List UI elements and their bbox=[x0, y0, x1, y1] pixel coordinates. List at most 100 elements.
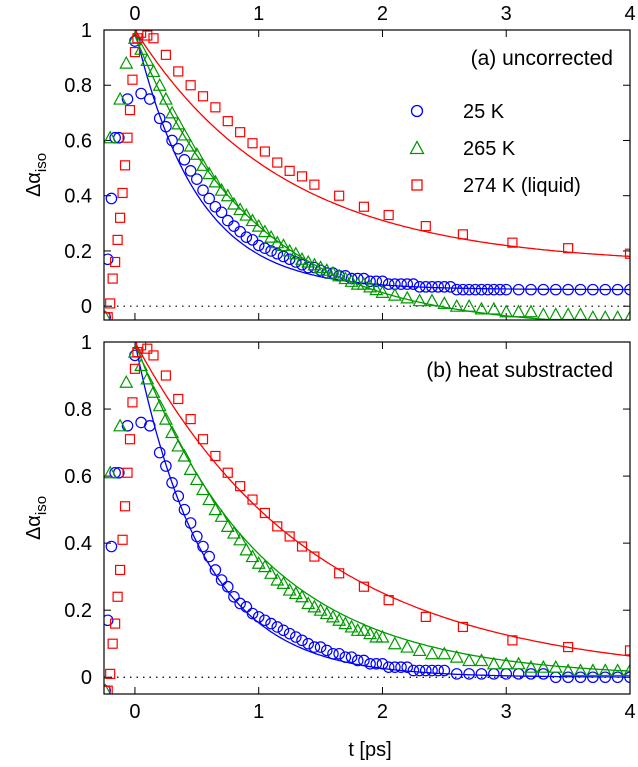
data-point bbox=[272, 521, 283, 532]
y-tick-label: 0 bbox=[81, 296, 92, 318]
data-point bbox=[158, 91, 173, 105]
data-point bbox=[419, 664, 432, 677]
data-point bbox=[449, 649, 464, 663]
data-point bbox=[202, 492, 217, 506]
y-axis-label-sub: iso bbox=[33, 496, 50, 515]
data-point bbox=[301, 596, 316, 610]
data-point bbox=[172, 142, 185, 155]
data-point bbox=[325, 609, 340, 623]
data-point bbox=[494, 283, 506, 296]
data-point bbox=[587, 283, 599, 296]
data-point bbox=[426, 281, 438, 293]
data-point bbox=[226, 196, 241, 210]
data-point bbox=[400, 290, 415, 304]
data-point bbox=[134, 42, 149, 55]
y-axis-label: Δαiso bbox=[23, 496, 50, 540]
x-tick-label-top: 3 bbox=[501, 3, 512, 25]
data-point bbox=[611, 671, 624, 684]
data-point bbox=[222, 116, 233, 127]
data-point bbox=[197, 184, 209, 196]
data-point bbox=[463, 283, 475, 296]
data-point bbox=[475, 283, 488, 296]
data-point bbox=[270, 235, 285, 249]
data-point bbox=[488, 283, 500, 296]
data-point bbox=[334, 190, 345, 201]
data-point bbox=[462, 298, 477, 312]
x-tick-label-top: 4 bbox=[624, 3, 635, 25]
data-point bbox=[574, 671, 587, 684]
data-point bbox=[500, 283, 513, 296]
data-point bbox=[265, 617, 277, 630]
data-point bbox=[153, 446, 166, 459]
data-point bbox=[387, 636, 402, 650]
data-point bbox=[173, 393, 184, 405]
legend-marker bbox=[410, 104, 424, 118]
data-point bbox=[382, 278, 395, 290]
data-point bbox=[172, 490, 185, 503]
data-point bbox=[171, 116, 186, 130]
data-point bbox=[375, 285, 390, 298]
y-tick-label: 0.4 bbox=[64, 186, 92, 208]
data-point bbox=[474, 301, 489, 315]
data-point bbox=[424, 293, 439, 307]
data-point bbox=[177, 127, 192, 141]
data-point bbox=[523, 659, 538, 673]
panel-annotation: (a) uncorrected bbox=[471, 47, 613, 70]
data-point bbox=[191, 530, 203, 543]
data-point bbox=[189, 472, 204, 486]
data-point bbox=[563, 243, 574, 254]
data-point bbox=[307, 599, 322, 613]
data-point bbox=[474, 653, 489, 667]
data-point bbox=[332, 268, 347, 282]
data-point bbox=[573, 663, 588, 677]
data-point bbox=[189, 147, 204, 160]
data-point bbox=[160, 120, 172, 133]
data-point bbox=[104, 130, 118, 144]
data-point bbox=[142, 343, 153, 354]
data-point bbox=[319, 263, 334, 276]
data-point bbox=[375, 629, 390, 643]
data-point bbox=[196, 158, 211, 171]
data-point bbox=[105, 668, 116, 679]
data-point bbox=[507, 237, 518, 248]
data-point bbox=[124, 434, 136, 445]
data-point bbox=[389, 278, 401, 290]
data-point bbox=[114, 564, 126, 576]
data-point bbox=[113, 418, 128, 432]
data-point bbox=[437, 296, 452, 310]
x-axis-label: t [ps] bbox=[348, 739, 391, 761]
legend-label: 25 K bbox=[463, 101, 505, 123]
y-tick-label: 0.6 bbox=[64, 466, 92, 488]
x-tick-label-top: 0 bbox=[129, 3, 140, 25]
data-point bbox=[202, 166, 217, 180]
data-point bbox=[245, 213, 260, 227]
legend-marker bbox=[409, 140, 425, 155]
data-point bbox=[259, 507, 270, 519]
y-tick-label: 0.4 bbox=[64, 533, 92, 555]
data-point bbox=[104, 312, 113, 320]
data-point bbox=[160, 460, 172, 472]
data-point bbox=[215, 206, 228, 219]
data-point bbox=[309, 551, 320, 562]
data-point bbox=[356, 276, 371, 290]
data-point bbox=[523, 304, 538, 318]
data-point bbox=[246, 607, 259, 620]
fit-curve bbox=[134, 30, 630, 258]
data-point bbox=[165, 425, 180, 439]
data-point bbox=[185, 414, 196, 425]
data-point bbox=[413, 281, 426, 293]
data-point bbox=[463, 668, 475, 680]
data-point bbox=[432, 664, 444, 677]
data-point bbox=[210, 450, 221, 462]
data-point bbox=[339, 651, 352, 663]
data-point bbox=[432, 281, 444, 293]
data-point bbox=[296, 171, 308, 182]
panel-top: 0 1 2 3 4 0 0.2 0.4 0.6 0.8 1 Δαiso (a) uncorrected 2… bbox=[23, 3, 636, 321]
data-point bbox=[363, 626, 378, 640]
data-point bbox=[319, 606, 334, 620]
data-point bbox=[264, 566, 279, 579]
data-point bbox=[512, 283, 525, 296]
data-point bbox=[358, 654, 370, 667]
data-point bbox=[376, 658, 389, 670]
data-point bbox=[351, 654, 364, 667]
